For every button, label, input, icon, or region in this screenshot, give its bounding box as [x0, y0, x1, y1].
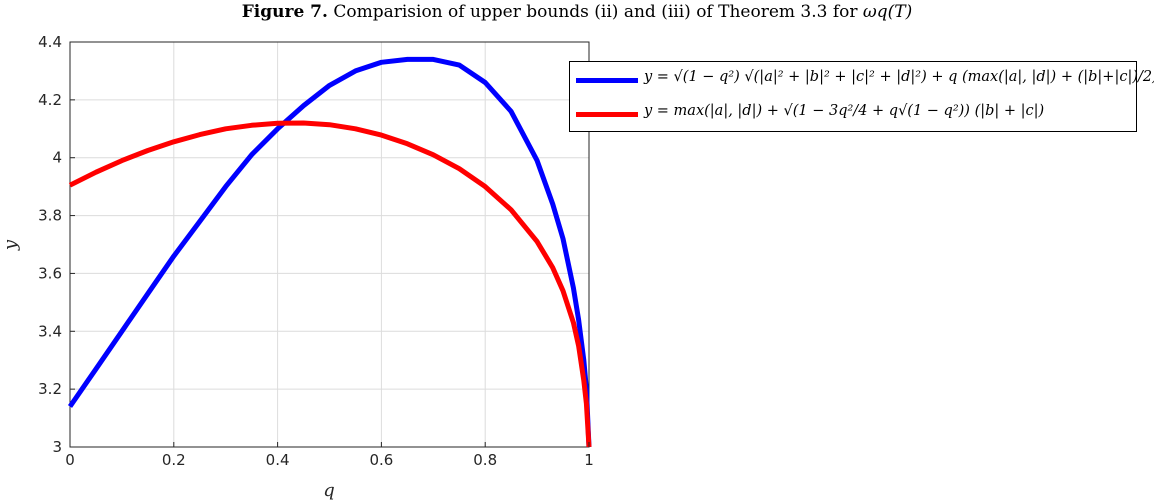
grid-lines — [70, 42, 589, 447]
x-axis-label: q — [323, 480, 335, 501]
y-axis-label: y — [0, 239, 21, 251]
y-tick-label: 3.4 — [38, 322, 62, 340]
x-tick-label: 0.8 — [473, 451, 497, 469]
y-tick-label: 3.2 — [38, 380, 62, 398]
plot-frame — [69, 41, 590, 448]
x-tick-label: 0.4 — [266, 451, 290, 469]
y-tick-label: 3.8 — [38, 207, 62, 225]
figure-caption: Figure 7. Comparision of upper bounds (i… — [0, 2, 1154, 22]
legend-label-red: y = max(|a|, |d|) + √(1 − 3q²/4 + q√(1 −… — [644, 103, 1045, 119]
y-tick-label: 3.6 — [38, 264, 62, 282]
series-line-red — [68, 120, 592, 448]
series-lines — [67, 56, 592, 448]
x-tick-label: 0.2 — [162, 451, 186, 469]
x-tick-label: 0.6 — [369, 451, 393, 469]
x-tick-label: 1 — [584, 451, 594, 469]
axis-ticks: 0 0.2 0.4 0.6 0.8 1 3 3.2 3.4 3.6 3.8 4 4.2 4.4 — [38, 33, 594, 469]
figure-caption-math: ωq(T) — [862, 2, 913, 22]
legend-entry-red: y = max(|a|, |d|) + √(1 − 3q²/4 + q√(1 −… — [570, 98, 1136, 130]
y-tick-label: 4 — [52, 149, 62, 167]
legend-entry-blue: y = √(1 − q²) √(|a|² + |b|² + |c|² + |d|… — [570, 64, 1154, 96]
figure-caption-text: Comparision of upper bounds (ii) and (ii… — [333, 2, 858, 22]
chart-legend: y = √(1 − q²) √(|a|² + |b|² + |c|² + |d|… — [569, 61, 1154, 132]
legend-swatch-red — [576, 112, 638, 117]
series-line-blue — [67, 56, 592, 448]
y-tick-label: 4.4 — [38, 33, 62, 51]
legend-label-blue: y = √(1 − q²) √(|a|² + |b|² + |c|² + |d|… — [644, 69, 1154, 85]
y-tick-label: 4.2 — [38, 91, 62, 109]
y-tick-label: 3 — [52, 438, 62, 456]
x-tick-label: 0 — [65, 451, 75, 469]
figure-label: Figure 7. — [241, 2, 328, 22]
legend-swatch-blue — [576, 78, 638, 83]
